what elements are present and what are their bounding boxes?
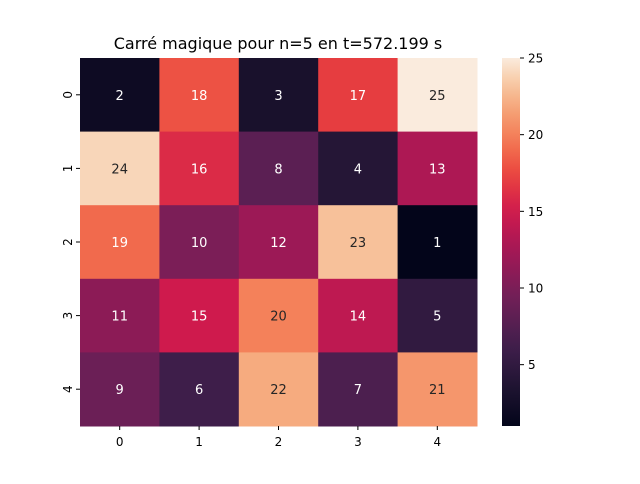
heatmap-cells: [80, 58, 478, 427]
colorbar-tick-label: 20: [528, 128, 543, 142]
x-axis: 0 1 2 3 4: [116, 426, 441, 449]
colorbar-tick-label: 5: [528, 358, 536, 372]
heatmap-cell: [159, 278, 240, 353]
cell-value-label: 25: [429, 89, 446, 104]
colorbar-gradient: [502, 58, 520, 426]
cell-value-label: 1: [433, 236, 441, 251]
heatmap-cell: [318, 278, 399, 353]
cell-value-label: 16: [191, 162, 208, 177]
heatmap-cell: [397, 352, 478, 427]
heatmap-cell: [80, 278, 160, 353]
heatmap-cell: [159, 205, 240, 280]
y-axis: 0 1 2 3 4: [61, 91, 80, 393]
colorbar-tick-label: 15: [528, 205, 543, 219]
cell-value-label: 8: [274, 162, 282, 177]
cell-value-label: 7: [354, 383, 362, 398]
heatmap-cell: [238, 352, 319, 427]
heatmap-cell: [238, 205, 319, 280]
heatmap-cell: [80, 352, 160, 427]
cell-value-label: 11: [111, 310, 128, 325]
heatmap-cell: [397, 278, 478, 353]
cell-value-label: 6: [195, 383, 203, 398]
cell-value-label: 17: [350, 89, 367, 104]
x-tick-label: 1: [195, 435, 203, 449]
y-tick-label: 3: [61, 312, 75, 320]
heatmap-cell: [159, 58, 240, 133]
x-tick-label: 0: [116, 435, 124, 449]
y-tick-label: 4: [61, 385, 75, 393]
cell-value-label: 21: [429, 383, 446, 398]
cell-value-label: 23: [350, 236, 367, 251]
cell-value-label: 2: [116, 89, 124, 104]
cell-value-label: 22: [270, 383, 287, 398]
heatmap-cell: [397, 58, 478, 133]
cell-value-label: 9: [116, 383, 124, 398]
heatmap-cell: [397, 131, 478, 206]
heatmap-cell: [318, 131, 399, 206]
heatmap-cell: [318, 352, 399, 427]
x-tick-label: 4: [433, 435, 441, 449]
cell-value-label: 4: [354, 162, 362, 177]
heatmap-cell: [318, 58, 399, 133]
cell-value-label: 19: [111, 236, 128, 251]
heatmap-cell: [80, 58, 160, 133]
heatmap-cell: [238, 131, 319, 206]
x-tick-label: 2: [275, 435, 283, 449]
cell-value-label: 12: [270, 236, 287, 251]
cell-value-label: 24: [111, 162, 128, 177]
heatmap-cell: [397, 205, 478, 280]
y-tick-label: 2: [61, 238, 75, 246]
y-tick-label: 0: [61, 91, 75, 99]
cell-value-label: 10: [191, 236, 208, 251]
chart-title: Carré magique pour n=5 en t=572.199 s: [114, 34, 443, 53]
heatmap-cell: [159, 352, 240, 427]
cell-value-label: 3: [274, 89, 282, 104]
heatmap-cell: [238, 58, 319, 133]
cell-value-label: 14: [350, 310, 367, 325]
cell-value-label: 13: [429, 162, 446, 177]
cell-value-label: 20: [270, 310, 287, 325]
heatmap-cell: [80, 131, 160, 206]
cell-value-label: 15: [191, 310, 208, 325]
x-tick-label: 3: [354, 435, 362, 449]
colorbar-tick-label: 10: [528, 282, 543, 296]
heatmap-cell: [238, 278, 319, 353]
colorbar-tick-label: 25: [528, 52, 543, 66]
cell-value-label: 5: [433, 310, 441, 325]
colorbar: 5 10 15 20 25: [502, 52, 543, 426]
heatmap-cell: [80, 205, 160, 280]
y-tick-label: 1: [61, 165, 75, 173]
heatmap-cell: [318, 205, 399, 280]
heatmap-cell: [159, 131, 240, 206]
cell-value-label: 18: [191, 89, 208, 104]
